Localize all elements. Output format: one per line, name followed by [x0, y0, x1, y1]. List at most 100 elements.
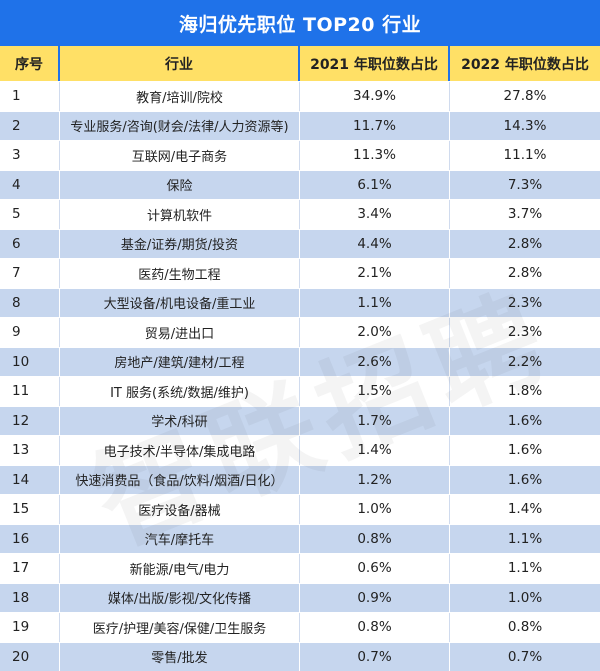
serial-number-cell: 13	[0, 436, 60, 465]
industry-cell: 基金/证券/期货/投资	[60, 229, 300, 258]
serial-number-cell: 1	[0, 82, 60, 111]
share-2022-cell: 1.0%	[507, 589, 543, 606]
serial-number-cell: 20	[0, 642, 60, 671]
serial-number-cell: 8	[0, 288, 60, 317]
share-2022-cell: 3.7%	[507, 206, 543, 223]
header-serial-number: 序号	[0, 46, 60, 81]
table-row: 12 学术/科研 1.7% 1.6%	[0, 406, 600, 436]
serial-number-cell: 15	[0, 495, 60, 524]
share-2021-cell: 6.1%	[300, 170, 450, 199]
industry-cell: 电子技术/半导体/集成电路	[60, 436, 300, 465]
industry-cell: 教育/培训/院校	[60, 82, 300, 111]
share-2022-cell: 1.6%	[507, 471, 543, 488]
serial-number-cell: 19	[0, 613, 60, 642]
share-2022-cell: 1.1%	[507, 530, 543, 547]
table-row: 2 专业服务/咨询(财会/法律/人力资源等) 11.7% 14.3%	[0, 111, 600, 141]
share-2021-cell: 11.3%	[300, 141, 450, 170]
share-2022-cell: 2.3%	[507, 294, 543, 311]
share-2021-cell: 0.8%	[300, 613, 450, 642]
serial-number-cell: 10	[0, 347, 60, 376]
table-row: 8 大型设备/机电设备/重工业 1.1% 2.3%	[0, 288, 600, 318]
header-2021-share: 2021 年职位数占比	[300, 46, 450, 81]
share-2021-cell: 2.6%	[300, 347, 450, 376]
table-row: 5 计算机软件 3.4% 3.7%	[0, 200, 600, 230]
serial-number-cell: 2	[0, 111, 60, 140]
serial-number-cell: 18	[0, 583, 60, 612]
serial-number-cell: 16	[0, 524, 60, 553]
share-2022-cell: 0.8%	[507, 619, 543, 636]
industry-cell: IT 服务(系统/数据/维护)	[60, 377, 300, 406]
share-2022-cell: 27.8%	[503, 88, 547, 105]
serial-number-cell: 14	[0, 465, 60, 494]
header-industry: 行业	[60, 46, 300, 81]
share-2021-cell: 2.0%	[300, 318, 450, 347]
header-2022-share: 2022 年职位数占比	[450, 46, 600, 81]
serial-number-cell: 3	[0, 141, 60, 170]
share-2022-cell: 2.8%	[507, 265, 543, 282]
table-row: 18 媒体/出版/影视/文化传播 0.9% 1.0%	[0, 583, 600, 613]
share-2022-cell: 1.4%	[507, 501, 543, 518]
share-2022-cell: 1.6%	[507, 442, 543, 459]
serial-number-cell: 4	[0, 170, 60, 199]
table-row: 4 保险 6.1% 7.3%	[0, 170, 600, 200]
table-row: 10 房地产/建筑/建材/工程 2.6% 2.2%	[0, 347, 600, 377]
industry-cell: 互联网/电子商务	[60, 141, 300, 170]
industry-cell: 快速消费品（食品/饮料/烟酒/日化）	[60, 465, 300, 494]
industry-cell: 媒体/出版/影视/文化传播	[60, 583, 300, 612]
share-2021-cell: 1.1%	[300, 288, 450, 317]
table-row: 17 新能源/电气/电力 0.6% 1.1%	[0, 554, 600, 584]
share-2021-cell: 0.7%	[300, 642, 450, 671]
share-2021-cell: 0.6%	[300, 554, 450, 583]
industry-cell: 房地产/建筑/建材/工程	[60, 347, 300, 376]
share-2021-cell: 0.9%	[300, 583, 450, 612]
share-2022-cell: 1.1%	[507, 560, 543, 577]
industry-cell: 汽车/摩托车	[60, 524, 300, 553]
serial-number-cell: 6	[0, 229, 60, 258]
share-2022-cell: 1.6%	[507, 412, 543, 429]
share-2021-cell: 1.4%	[300, 436, 450, 465]
share-2021-cell: 0.8%	[300, 524, 450, 553]
table-row: 1 教育/培训/院校 34.9% 27.8%	[0, 82, 600, 112]
table-row: 11 IT 服务(系统/数据/维护) 1.5% 1.8%	[0, 377, 600, 407]
industry-cell: 零售/批发	[60, 642, 300, 671]
share-2021-cell: 3.4%	[300, 200, 450, 229]
table-row: 19 医疗/护理/美容/保健/卫生服务 0.8% 0.8%	[0, 613, 600, 643]
share-2021-cell: 1.7%	[300, 406, 450, 435]
industry-cell: 医药/生物工程	[60, 259, 300, 288]
table-row: 15 医疗设备/器械 1.0% 1.4%	[0, 495, 600, 525]
share-2022-cell: 2.8%	[507, 235, 543, 252]
share-2021-cell: 11.7%	[300, 111, 450, 140]
share-2022-cell: 14.3%	[503, 117, 547, 134]
table-row: 6 基金/证券/期货/投资 4.4% 2.8%	[0, 229, 600, 259]
table-row: 3 互联网/电子商务 11.3% 11.1%	[0, 141, 600, 171]
serial-number-cell: 5	[0, 200, 60, 229]
industry-cell: 新能源/电气/电力	[60, 554, 300, 583]
share-2021-cell: 1.5%	[300, 377, 450, 406]
industry-cell: 医疗设备/器械	[60, 495, 300, 524]
industry-cell: 贸易/进出口	[60, 318, 300, 347]
serial-number-cell: 11	[0, 377, 60, 406]
share-2021-cell: 1.2%	[300, 465, 450, 494]
share-2021-cell: 34.9%	[300, 82, 450, 111]
table-body: 1 教育/培训/院校 34.9% 27.8% 2 专业服务/咨询(财会/法律/人力资源等)…	[0, 82, 600, 671]
table-row: 13 电子技术/半导体/集成电路 1.4% 1.6%	[0, 436, 600, 466]
serial-number-cell: 9	[0, 318, 60, 347]
table-row: 7 医药/生物工程 2.1% 2.8%	[0, 259, 600, 289]
share-2022-cell: 2.2%	[507, 353, 543, 370]
share-2022-cell: 7.3%	[507, 176, 543, 193]
industry-cell: 保险	[60, 170, 300, 199]
serial-number-cell: 7	[0, 259, 60, 288]
table-row: 16 汽车/摩托车 0.8% 1.1%	[0, 524, 600, 554]
industry-cell: 专业服务/咨询(财会/法律/人力资源等)	[60, 111, 300, 140]
share-2021-cell: 2.1%	[300, 259, 450, 288]
share-2021-cell: 4.4%	[300, 229, 450, 258]
industry-cell: 大型设备/机电设备/重工业	[60, 288, 300, 317]
serial-number-cell: 17	[0, 554, 60, 583]
industry-cell: 计算机软件	[60, 200, 300, 229]
table-title: 海归优先职位 TOP20 行业	[0, 0, 600, 46]
industry-cell: 医疗/护理/美容/保健/卫生服务	[60, 613, 300, 642]
share-2022-cell: 0.7%	[507, 648, 543, 665]
table-row: 14 快速消费品（食品/饮料/烟酒/日化） 1.2% 1.6%	[0, 465, 600, 495]
share-2022-cell: 11.1%	[503, 147, 547, 164]
